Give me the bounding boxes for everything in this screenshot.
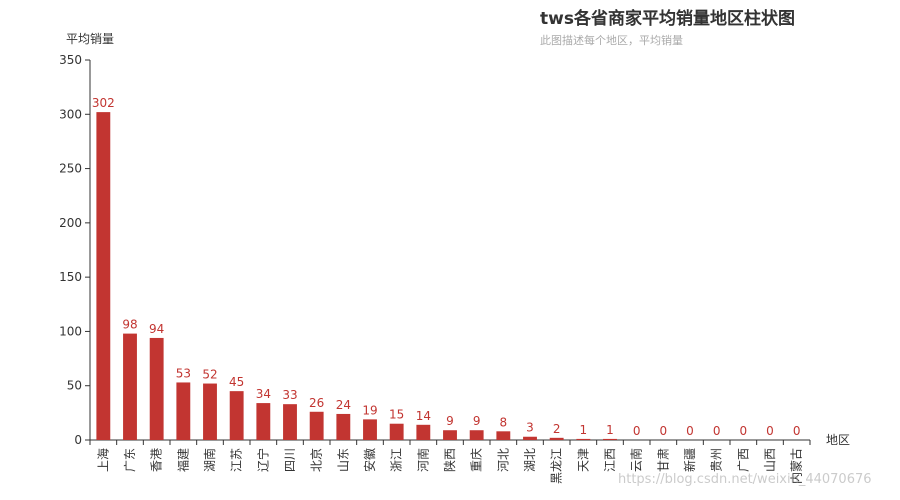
y-tick-label: 350 <box>59 53 82 67</box>
x-tick-label: 安徽 <box>362 448 377 472</box>
y-axis-label: 平均销量 <box>66 32 114 46</box>
x-tick-label: 山东 <box>336 448 350 472</box>
x-tick-label: 湖北 <box>522 448 537 472</box>
x-axis: 上海 广东 香港 福建 湖南 江苏 辽宁 四川 北京 山东 安徽 浙江 河南 陕西 重庆 河北 湖北 黑龙江 天津江… <box>89 439 811 484</box>
bar[interactable] <box>283 404 297 440</box>
x-tick-label: 辽宁 <box>255 448 270 472</box>
bar[interactable] <box>576 438 591 440</box>
x-tick-label: 香港 <box>150 448 164 472</box>
chart-subtitle: 此图描述每个地区，平均销量 <box>540 34 683 47</box>
x-tick-label: 北京 <box>310 448 324 472</box>
bar[interactable] <box>309 411 324 440</box>
bar[interactable] <box>549 437 564 440</box>
x-tick-label: 天津 <box>576 448 590 472</box>
bar-value-label: 26 <box>309 396 324 410</box>
x-tick-label: 山西 <box>763 448 777 472</box>
bar-value-label: 8 <box>500 415 508 429</box>
bar-value-label: 0 <box>793 424 801 438</box>
x-tick-label: 湖南 <box>202 448 217 472</box>
y-tick-label: 0 <box>74 433 82 447</box>
y-axis: 0 50 100 150 200 250 300 350 <box>59 53 91 447</box>
bar[interactable] <box>416 424 431 440</box>
bar-value-label: 302 <box>92 96 115 110</box>
bar[interactable] <box>96 112 111 440</box>
bar-value-label: 24 <box>336 398 351 412</box>
bar[interactable] <box>496 431 511 440</box>
bar-value-label: 3 <box>526 421 534 435</box>
bar-value-label: 19 <box>362 403 377 417</box>
bar-value-label: 0 <box>713 424 721 438</box>
y-tick-label: 200 <box>59 216 82 230</box>
bar[interactable] <box>229 391 244 440</box>
x-tick-label: 河南 <box>415 448 430 472</box>
bar-value-label: 2 <box>553 422 561 436</box>
x-tick-label: 贵州 <box>710 448 724 472</box>
bar[interactable] <box>363 419 377 440</box>
y-tick-label: 100 <box>59 324 82 338</box>
bar-value-label: 0 <box>686 424 694 438</box>
bar-value-label: 98 <box>122 318 137 332</box>
x-tick-label: 浙江 <box>390 448 404 472</box>
y-tick-label: 300 <box>59 107 82 121</box>
bars <box>96 112 617 440</box>
y-tick-label: 250 <box>59 162 82 176</box>
bar[interactable] <box>443 430 457 440</box>
bar[interactable] <box>603 438 617 440</box>
bar-value-label: 14 <box>416 409 431 423</box>
x-tick-label: 甘肃 <box>656 448 670 472</box>
bar[interactable] <box>523 436 537 440</box>
x-tick-label: 广东 <box>123 448 137 472</box>
x-tick-label: 福建 <box>175 448 190 472</box>
bar-value-label: 9 <box>473 414 481 428</box>
x-tick-label: 重庆 <box>470 448 484 472</box>
bar-value-label: 45 <box>229 375 244 389</box>
x-tick-label: 江西 <box>603 448 617 472</box>
bar-value-label: 53 <box>176 366 191 380</box>
bar[interactable] <box>336 413 351 440</box>
bar[interactable] <box>123 333 137 440</box>
y-tick-label: 150 <box>59 270 82 284</box>
bar-value-label: 9 <box>446 414 454 428</box>
bar-value-label: 33 <box>282 388 297 402</box>
bar[interactable] <box>389 423 404 440</box>
bar-value-label: 0 <box>766 424 774 438</box>
bar[interactable] <box>176 382 191 440</box>
x-tick-label: 江苏 <box>230 448 244 472</box>
bar-value-label: 1 <box>606 423 614 437</box>
x-tick-label: 内蒙古 <box>789 448 804 484</box>
bar-value-label: 15 <box>389 408 404 422</box>
bar-value-label: 1 <box>580 423 588 437</box>
watermark: https://blog.csdn.net/weixin_44070676 <box>618 472 872 487</box>
chart-title: tws各省商家平均销量地区柱状图 <box>540 9 795 29</box>
x-tick-label: 上海 <box>95 448 110 472</box>
x-tick-label: 黑龙江 <box>550 448 564 484</box>
x-tick-label: 河北 <box>496 448 510 472</box>
x-axis-label: 地区 <box>826 433 850 447</box>
bar-value-label: 52 <box>202 368 217 382</box>
bar[interactable] <box>469 430 484 440</box>
x-tick-label: 广西 <box>736 448 750 472</box>
bar-value-label: 0 <box>740 424 748 438</box>
x-tick-label: 陕西 <box>442 448 457 472</box>
x-tick-label: 云南 <box>629 448 644 472</box>
bar[interactable] <box>149 337 164 440</box>
x-tick-label: 四川 <box>283 448 297 472</box>
y-tick-label: 50 <box>67 379 82 393</box>
bar[interactable] <box>256 403 271 440</box>
x-tick-label: 新疆 <box>682 448 697 472</box>
bar-value-label: 0 <box>660 424 668 438</box>
bar-value-label: 34 <box>256 387 271 401</box>
bar-value-label: 0 <box>633 424 641 438</box>
bar[interactable] <box>203 383 217 440</box>
bar-value-label: 94 <box>149 322 164 336</box>
